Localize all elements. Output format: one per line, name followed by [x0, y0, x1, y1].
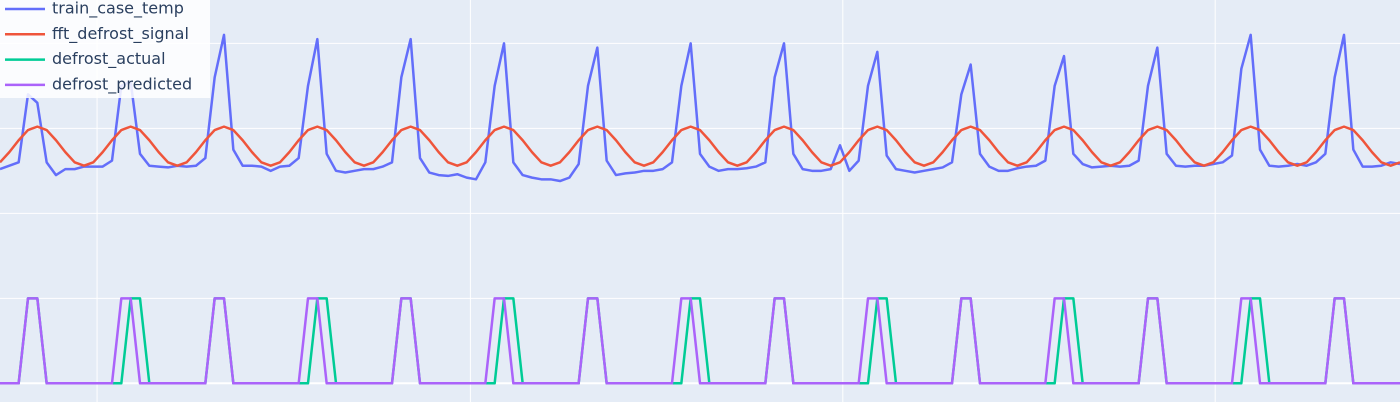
legend-label: fft_defrost_signal — [52, 24, 189, 44]
lines — [0, 33, 1400, 385]
legend-label: train_case_temp — [52, 0, 184, 19]
series-line — [0, 33, 1400, 183]
legend-box — [0, 0, 210, 98]
legend-label: defrost_actual — [52, 49, 166, 69]
series-line — [0, 297, 1400, 385]
legend: train_case_temp fft_defrost_signaldefrost… — [0, 0, 210, 98]
series-line — [0, 125, 1400, 167]
legend-label: defrost_predicted — [52, 74, 192, 94]
